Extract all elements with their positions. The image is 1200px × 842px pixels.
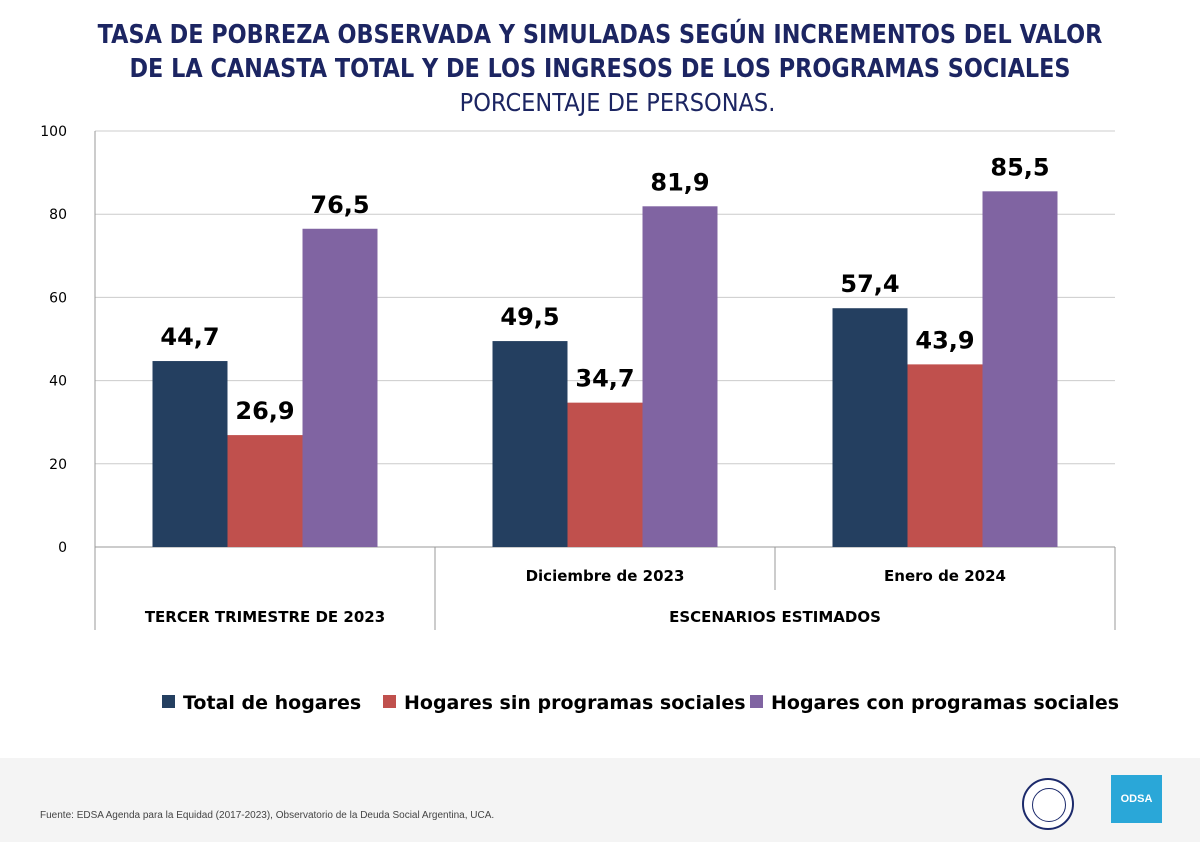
data-label: 76,5: [310, 191, 369, 219]
data-label: 57,4: [840, 270, 899, 298]
legend-swatch: [750, 695, 763, 708]
category-group-label: ESCENARIOS ESTIMADOS: [669, 608, 881, 626]
y-tick-label: 100: [40, 124, 67, 140]
legend-label: Hogares sin programas sociales: [404, 692, 746, 714]
bar: [302, 228, 378, 547]
bar: [567, 402, 643, 547]
y-tick-label: 40: [49, 374, 67, 390]
bar: [152, 361, 228, 547]
odsa-logo: ODSA: [1111, 775, 1162, 823]
data-label: 26,9: [235, 397, 294, 425]
data-label: 49,5: [500, 303, 559, 331]
bar: [982, 191, 1058, 547]
bar: [907, 364, 983, 547]
odsa-logo-text: ODSA: [1120, 793, 1153, 805]
legend-label: Hogares con programas sociales: [771, 692, 1119, 714]
footer: Fuente: EDSA Agenda para la Equidad (201…: [0, 758, 1200, 842]
bar: [832, 308, 908, 547]
university-seal-logo: [1022, 778, 1074, 830]
bar-chart: 0 20 40 60 80 100 44,7 49,5 57,4 26,9 34,7 43,9 76,5…: [40, 124, 1119, 714]
y-tick-label: 80: [49, 207, 67, 223]
data-label: 85,5: [990, 153, 1049, 181]
data-label: 81,9: [650, 168, 709, 196]
data-label: 43,9: [915, 326, 974, 354]
data-label: 44,7: [160, 323, 219, 351]
category-label: Enero de 2024: [884, 567, 1006, 585]
bar: [492, 341, 568, 547]
bar: [227, 435, 303, 547]
legend-swatch: [162, 695, 175, 708]
bar: [642, 206, 718, 547]
y-tick-label: 20: [49, 457, 67, 473]
chart-title: TASA DE POBREZA OBSERVADA Y SIMULADAS SE…: [97, 20, 1103, 84]
source-note: Fuente: EDSA Agenda para la Equidad (201…: [40, 810, 495, 821]
legend-label: Total de hogares: [183, 692, 361, 714]
legend-swatch: [383, 695, 396, 708]
chart-subtitle: PORCENTAJE DE PERSONAS.: [459, 88, 776, 117]
y-tick-label: 0: [58, 540, 67, 556]
category-label: Diciembre de 2023: [526, 567, 685, 585]
data-label: 34,7: [575, 365, 634, 393]
category-group-label: TERCER TRIMESTRE DE 2023: [145, 608, 385, 626]
y-tick-label: 60: [49, 290, 67, 306]
